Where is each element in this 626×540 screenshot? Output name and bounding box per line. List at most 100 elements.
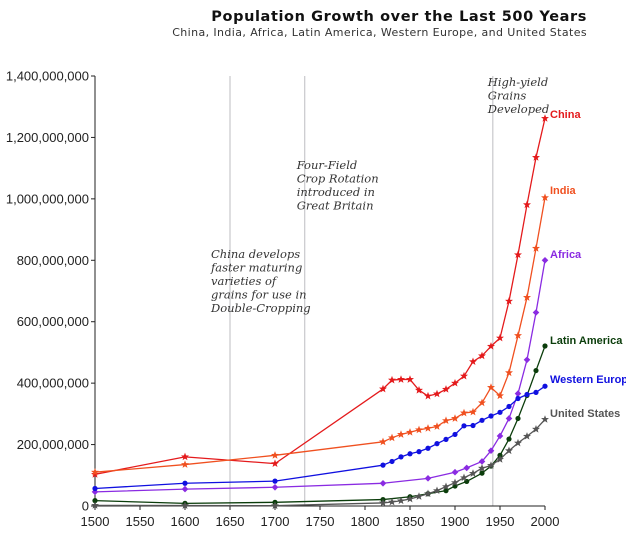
annotation-line: Developed (487, 102, 549, 116)
data-point (541, 256, 549, 264)
data-point (505, 415, 513, 422)
series-india: India (91, 185, 577, 476)
data-point (532, 244, 540, 252)
data-point (271, 483, 279, 491)
data-point (443, 488, 449, 494)
data-point (460, 408, 468, 417)
data-point (424, 391, 432, 400)
annotation-line: Double-Cropping (210, 301, 311, 315)
data-point (505, 296, 513, 305)
x-tick-label: 1550 (126, 514, 155, 529)
data-point (182, 480, 188, 486)
series-label-western-europe: Western Europe (550, 374, 626, 386)
data-point (397, 375, 405, 383)
annotation-0: China develops faster maturing varieties o… (210, 247, 311, 315)
annotation-line: faster maturing (210, 261, 302, 275)
series-latin-america: Latin America (92, 335, 623, 506)
data-point (442, 416, 450, 425)
x-tick-label: 1650 (216, 514, 245, 529)
data-point (451, 478, 459, 487)
data-point (523, 200, 531, 209)
data-point (515, 395, 521, 402)
data-point (92, 498, 98, 504)
x-tick-label: 2000 (531, 514, 560, 529)
y-tick-label: 600,000,000 (17, 314, 89, 329)
data-point (181, 501, 189, 509)
data-point (388, 433, 396, 442)
data-point (442, 385, 450, 393)
data-point (487, 461, 495, 469)
data-point (469, 407, 477, 416)
data-point (514, 390, 522, 397)
data-point (460, 473, 468, 482)
data-point (92, 485, 98, 492)
data-point (433, 389, 441, 398)
x-tick-label: 1800 (351, 514, 380, 529)
data-point (451, 414, 459, 422)
data-point (272, 478, 278, 484)
y-tick-label: 1,000,000,000 (6, 191, 89, 206)
y-tick-label: 400,000,000 (17, 376, 89, 391)
data-point (181, 460, 189, 468)
data-point (442, 482, 450, 491)
data-point (379, 479, 387, 487)
y-tick-label: 1,400,000,000 (6, 69, 89, 84)
x-tick-label: 1850 (396, 514, 425, 529)
data-point (460, 371, 468, 380)
series-label-china: China (550, 109, 581, 121)
x-tick-label: 1900 (441, 514, 470, 529)
y-tick-label: 800,000,000 (17, 253, 89, 268)
y-tick-label: 200,000,000 (17, 437, 89, 452)
annotation-line: Great Britain (297, 199, 374, 213)
data-point (533, 389, 539, 395)
series-label-united-states: United States (550, 408, 620, 420)
series-united-states: United States (91, 408, 620, 510)
data-point (424, 424, 432, 432)
annotation-line: varieties of (211, 274, 278, 288)
data-point (433, 422, 441, 430)
data-point (406, 428, 414, 436)
data-point (271, 459, 279, 468)
data-point (497, 409, 503, 415)
data-point (496, 432, 504, 440)
data-point (469, 469, 477, 477)
data-point (424, 475, 432, 482)
x-tick-label: 1700 (261, 514, 290, 529)
data-point (506, 403, 512, 410)
data-point (181, 452, 189, 461)
annotations: China develops faster maturing varieties o… (210, 75, 549, 315)
x-tick-label: 1750 (306, 514, 335, 529)
data-point (505, 368, 513, 377)
series-western-europe: Western Europe (92, 374, 626, 492)
data-point (514, 438, 522, 447)
chart-subtitle: China, India, Africa, Latin America, Wes… (172, 26, 587, 39)
data-point (532, 425, 540, 433)
data-point (496, 333, 504, 342)
data-point (514, 250, 522, 259)
annotation-line: Crop Rotation (297, 172, 379, 186)
series-line-india (94, 197, 546, 473)
data-point (478, 351, 486, 360)
data-point (415, 492, 423, 500)
chart-title: Population Growth over the Last 500 Year… (211, 9, 587, 25)
annotation-2: High-yield Grains Developed (487, 75, 549, 116)
data-point (433, 486, 441, 495)
data-point (523, 293, 531, 301)
data-point (452, 431, 458, 438)
series-line-africa (94, 260, 546, 493)
event-marker-lines (229, 76, 494, 506)
series-line-western-europe (94, 385, 546, 490)
y-tick-label: 1,200,000,000 (6, 130, 89, 145)
x-tick-label: 1500 (81, 514, 110, 529)
x-tick-label: 1600 (171, 514, 200, 529)
data-point (469, 357, 477, 366)
data-point (379, 384, 387, 393)
data-point (397, 430, 405, 438)
data-point (496, 391, 504, 400)
series-line-china (94, 118, 546, 475)
data-point (461, 423, 467, 429)
data-point (463, 464, 470, 472)
data-point (488, 413, 494, 419)
data-point (541, 114, 549, 122)
